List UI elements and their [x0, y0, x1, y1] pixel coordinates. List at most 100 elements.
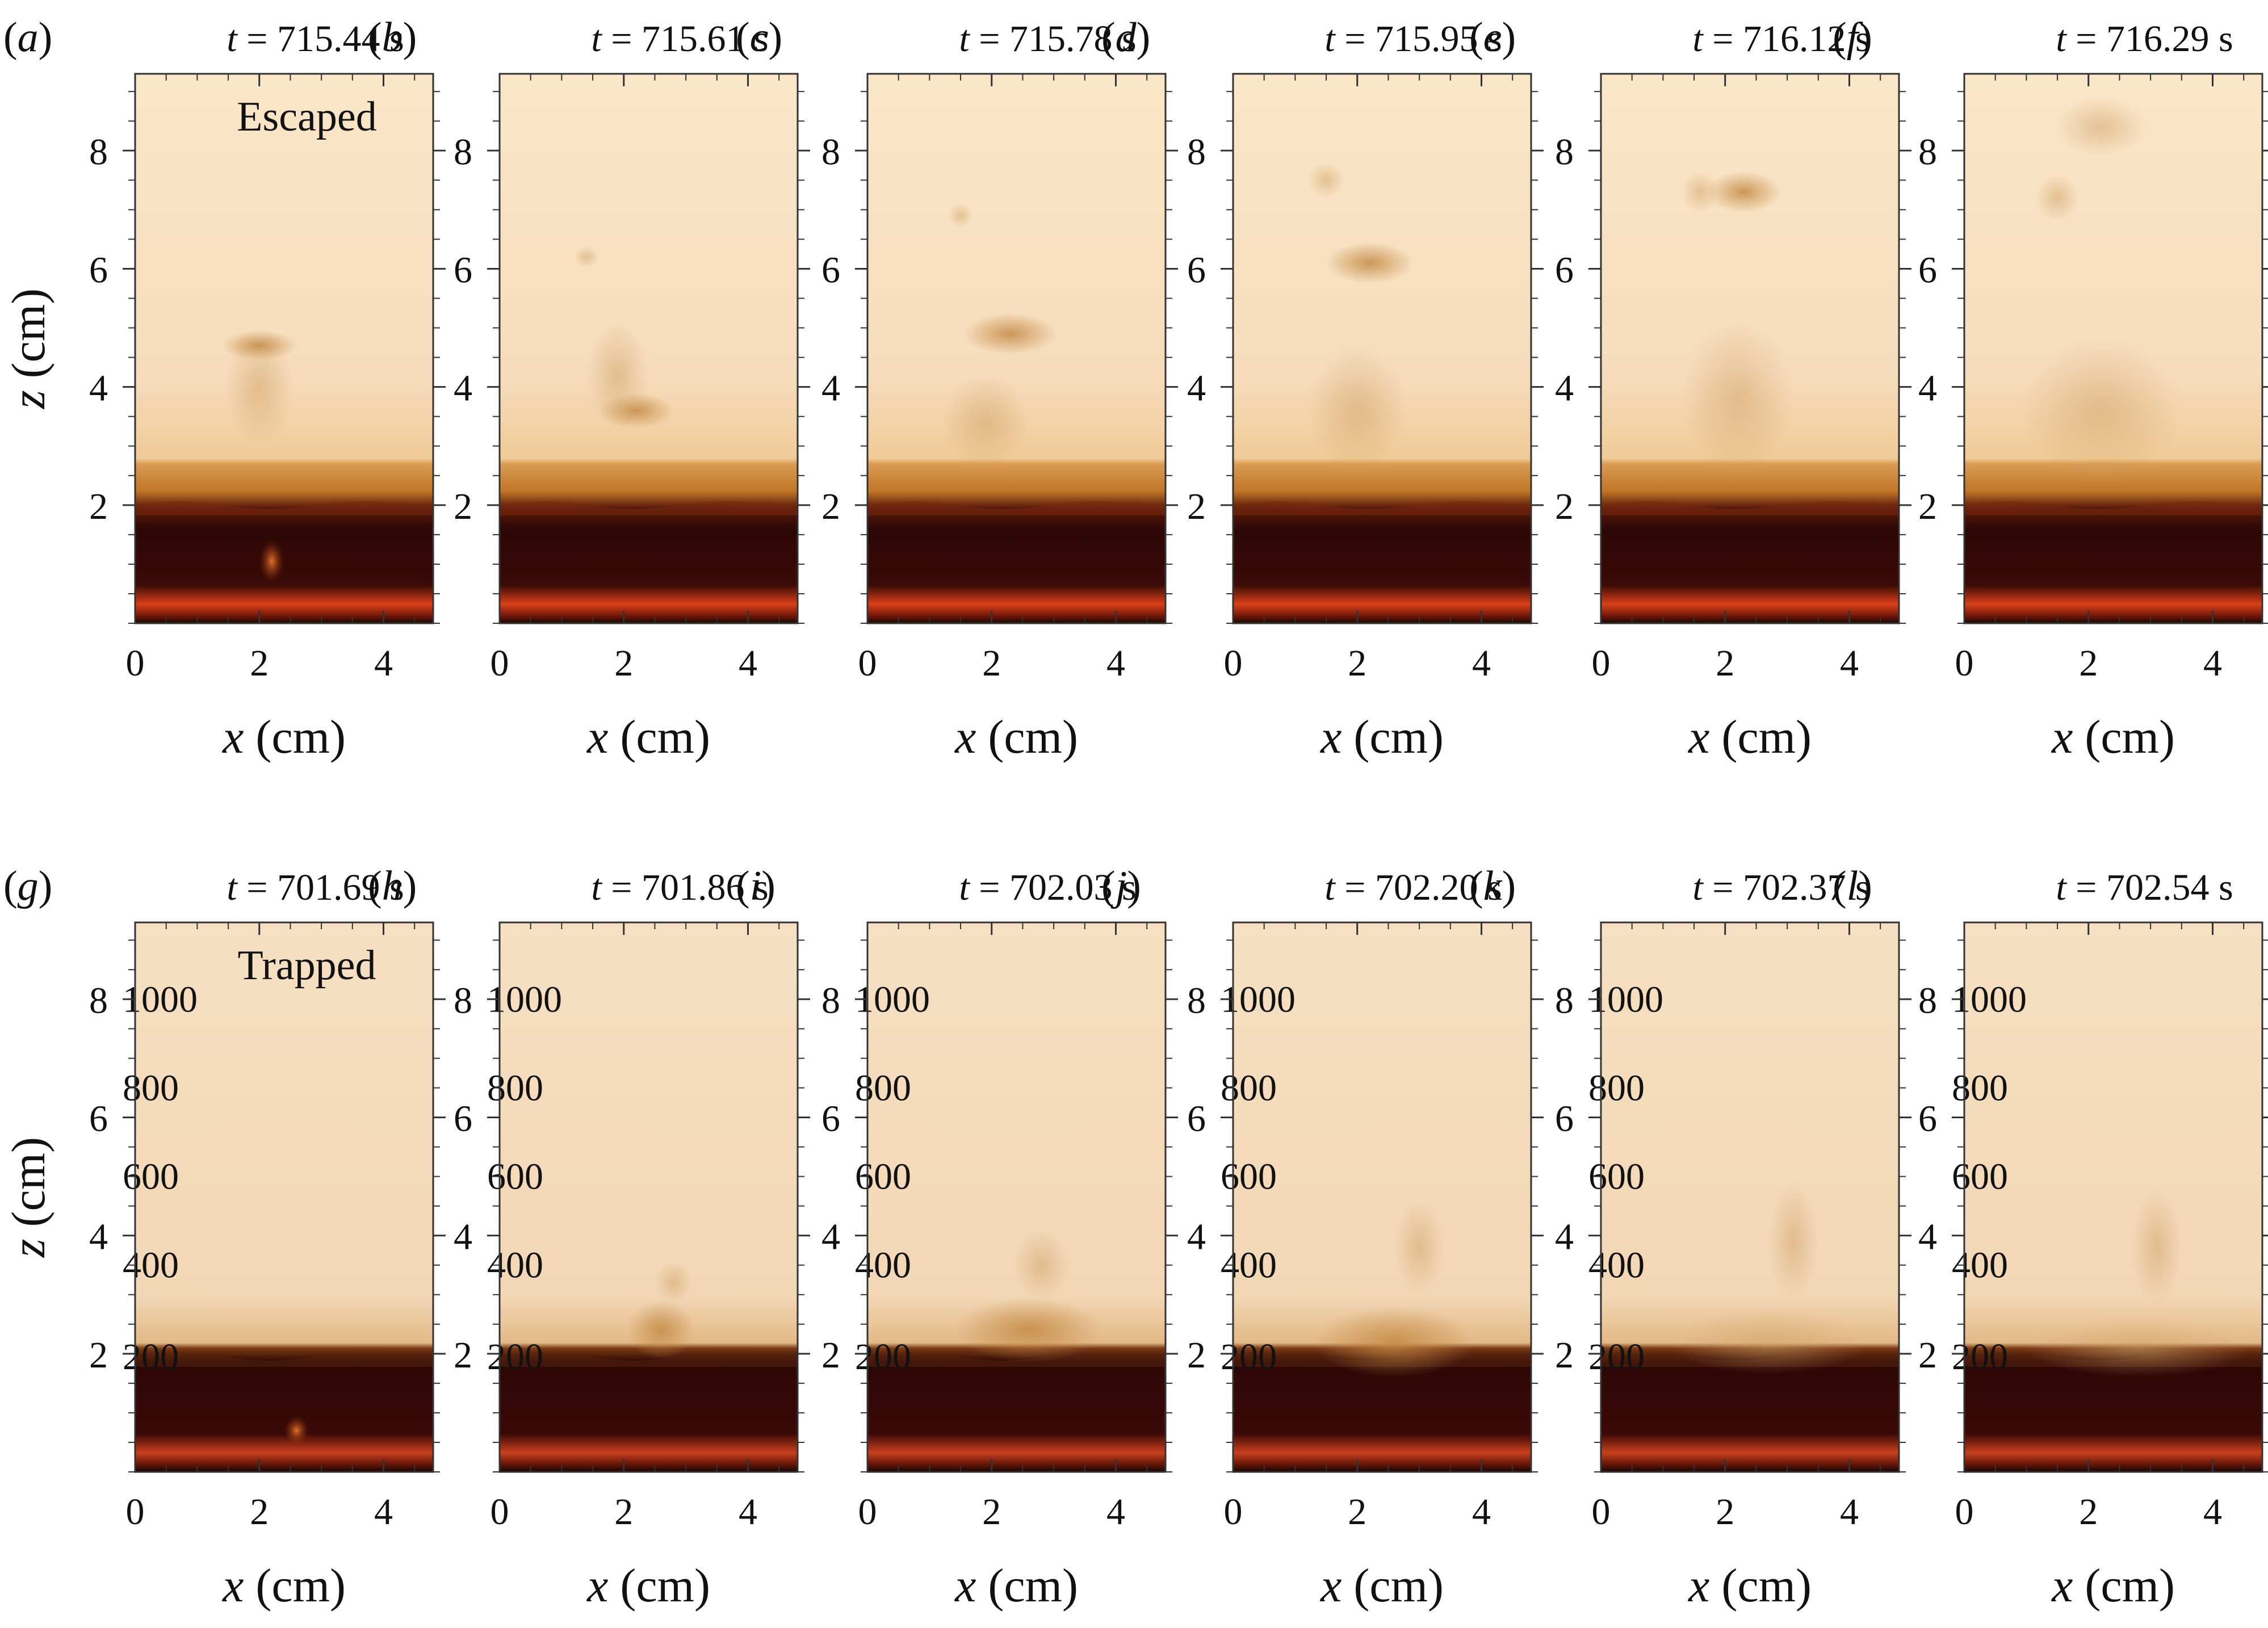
z-tick-label: 8: [454, 980, 472, 1021]
x-axis-label: x (cm): [1319, 1559, 1444, 1612]
x-axis-unit: (cm): [976, 711, 1078, 763]
z-tick-label: 4: [1555, 368, 1574, 409]
x-axis-label: x (cm): [954, 711, 1078, 763]
panel-label-paren: ): [761, 863, 775, 909]
plume-cap: [1706, 171, 1781, 213]
panel-label: (a): [3, 14, 52, 61]
z-tick-label: 8: [1555, 131, 1574, 173]
panel-frame: [1232, 921, 1532, 1473]
z-tick-label: 2: [1918, 486, 1937, 527]
interface-band: [500, 501, 798, 515]
x-axis-unit: (cm): [608, 711, 710, 763]
z-tick-label: 2: [1187, 486, 1206, 527]
z-tick-label: 4: [454, 1216, 472, 1258]
photo-background: [1601, 922, 1899, 1472]
panel-label-paren: ): [1502, 863, 1516, 909]
x-tick-label: 2: [2079, 643, 2098, 684]
z-tick-label: 6: [1918, 1098, 1937, 1139]
x-tick-label: 0: [1955, 1491, 1974, 1533]
x-tick-label: 2: [1348, 1491, 1366, 1533]
plume-cap: [284, 1416, 309, 1446]
panel-label-paren: (: [1833, 14, 1847, 61]
x-tick-label: 0: [1955, 643, 1974, 684]
z-tick-label: 4: [454, 368, 472, 409]
time-label: t = 701.69 s: [227, 867, 404, 908]
plume-cap: [2026, 1318, 2250, 1378]
z-tick-label: 4: [1187, 368, 1206, 409]
x-tick-label: 4: [1106, 1491, 1125, 1533]
z-tick-label: 6: [1555, 249, 1574, 291]
panel-label-paren: (: [1833, 863, 1847, 909]
x-axis-label: x (cm): [2051, 711, 2175, 763]
panel-label-letter: h: [382, 863, 403, 909]
z-tick-label: 4: [1555, 1216, 1574, 1258]
interface-band: [1601, 501, 1899, 515]
x-axis-symbol: x: [1319, 711, 1341, 763]
panel-label: (i): [736, 863, 775, 909]
z-tick-label: 4: [821, 1216, 840, 1258]
photo-background: [135, 922, 433, 1472]
time-symbol: t: [1692, 867, 1704, 908]
z-tick-label: 6: [1187, 1098, 1206, 1139]
plume-cap: [1669, 1309, 1868, 1375]
time-value: = 715.78 s: [970, 18, 1137, 60]
plume-trail: [2020, 339, 2182, 482]
x-axis-label: x (cm): [221, 1559, 346, 1612]
z-tick-label: 6: [821, 1098, 840, 1139]
z-axis-unit: (cm): [2, 288, 55, 391]
photo-background: [867, 922, 1166, 1472]
plume-cap: [963, 313, 1057, 355]
panel-label: (g): [3, 863, 52, 909]
panel-label: (h): [368, 863, 417, 909]
z-tick-label: 2: [821, 486, 840, 527]
x-axis-symbol: x: [221, 1559, 244, 1612]
panel-label-paren: (: [3, 14, 18, 61]
z-tick-label: 6: [454, 249, 472, 291]
plume-trail: [222, 330, 297, 360]
x-axis-unit: (cm): [976, 1559, 1078, 1612]
x-axis-symbol: x: [1319, 1559, 1341, 1612]
time-label: t = 715.61 s: [591, 18, 768, 60]
x-axis-symbol: x: [1687, 711, 1709, 763]
time-value: = 702.03 s: [970, 867, 1137, 908]
time-value: = 716.29 s: [2066, 18, 2233, 60]
x-tick-label: 2: [1348, 643, 1366, 684]
z-tick-label: 4: [89, 368, 108, 409]
x-tick-label: 2: [1716, 1491, 1734, 1533]
x-tick-label: 4: [1840, 643, 1859, 684]
panel-label-paren: (: [1101, 14, 1116, 61]
time-label: t = 702.03 s: [959, 867, 1136, 908]
panel-label-paren: ): [403, 14, 417, 61]
z-tick-label: 8: [1187, 980, 1206, 1021]
panel-frame: [866, 921, 1167, 1473]
z-tick-label: 8: [821, 131, 840, 173]
row-annotation: Trapped: [238, 942, 376, 989]
time-value: = 715.61 s: [602, 18, 769, 60]
time-label: t = 701.86 s: [591, 867, 768, 908]
x-tick-label: 0: [126, 643, 145, 684]
x-tick-label: 4: [1840, 1491, 1859, 1533]
x-axis-label: x (cm): [1687, 1559, 1812, 1612]
time-value: = 715.44 s: [237, 18, 404, 60]
panel-frame: [498, 921, 799, 1473]
x-axis-unit: (cm): [2073, 1559, 2175, 1612]
z-tick-label: 6: [1918, 249, 1937, 291]
plume-cap: [1314, 1306, 1475, 1378]
x-tick-label: 2: [250, 643, 269, 684]
x-tick-label: 2: [614, 643, 633, 684]
x-tick-label: 4: [374, 1491, 393, 1533]
panel-label: (d): [1101, 14, 1150, 61]
time-value: = 702.54 s: [2066, 867, 2233, 908]
time-label: t = 716.12 s: [1692, 18, 1869, 60]
panel-label-paren: ): [1137, 14, 1151, 61]
z-tick-label: 6: [454, 1098, 472, 1139]
z-tick-label: 4: [89, 1216, 108, 1258]
time-label: t = 702.54 s: [2056, 867, 2233, 908]
panel-frame: [1963, 921, 2263, 1473]
plume-trail: [1682, 171, 1719, 213]
x-tick-label: 4: [1472, 1491, 1491, 1533]
time-symbol: t: [959, 18, 970, 60]
panel-label-letter: l: [1847, 863, 1859, 909]
